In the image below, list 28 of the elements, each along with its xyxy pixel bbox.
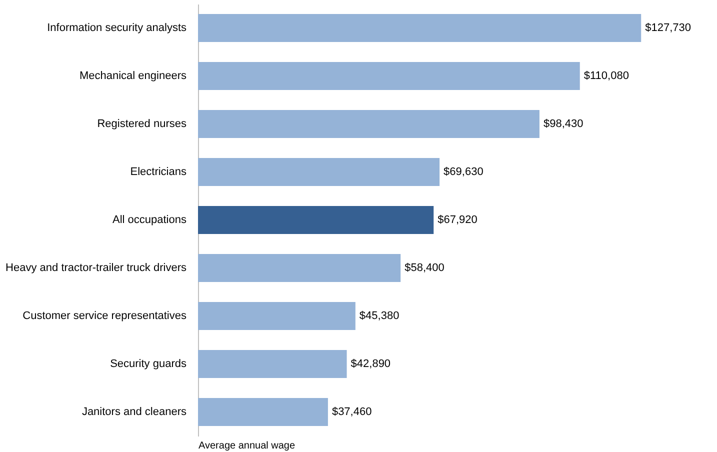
y-tick-label: Information security analysts bbox=[47, 22, 187, 34]
bar bbox=[198, 398, 328, 426]
data-label: $110,080 bbox=[584, 70, 629, 82]
data-label: $45,380 bbox=[359, 310, 400, 322]
data-label: $37,460 bbox=[332, 406, 372, 418]
y-tick-label: Security guards bbox=[110, 358, 187, 370]
bar bbox=[198, 158, 440, 186]
y-tick-label: Customer service representatives bbox=[22, 310, 187, 322]
bar bbox=[198, 302, 356, 330]
bar bbox=[198, 110, 540, 138]
data-label: $69,630 bbox=[444, 166, 484, 178]
bar bbox=[198, 14, 642, 42]
data-label: $98,430 bbox=[543, 118, 584, 130]
data-label: $67,920 bbox=[438, 214, 478, 226]
data-label: $58,400 bbox=[404, 262, 444, 274]
y-tick-label: Mechanical engineers bbox=[79, 70, 187, 82]
bar bbox=[198, 62, 580, 90]
bar bbox=[198, 206, 434, 234]
bar bbox=[198, 254, 401, 282]
x-axis-title: Average annual wage bbox=[198, 440, 296, 452]
y-tick-label: All occupations bbox=[112, 214, 187, 226]
bar bbox=[198, 350, 347, 378]
y-tick-label: Registered nurses bbox=[97, 118, 187, 130]
data-label: $127,730 bbox=[645, 22, 691, 34]
y-tick-label: Heavy and tractor-trailer truck drivers bbox=[6, 262, 187, 274]
y-tick-label: Janitors and cleaners bbox=[82, 406, 187, 418]
y-tick-label: Electricians bbox=[130, 166, 187, 178]
data-label: $42,890 bbox=[350, 358, 391, 370]
